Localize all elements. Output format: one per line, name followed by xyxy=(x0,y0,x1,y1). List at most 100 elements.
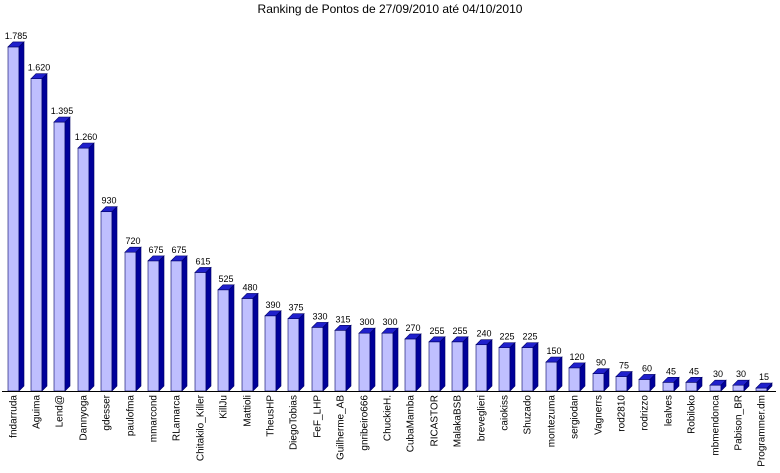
bar-side xyxy=(603,367,610,392)
category-label: DiegoTobias xyxy=(289,395,300,450)
category-label: caiokiss xyxy=(500,395,511,431)
data-label: 75 xyxy=(619,361,629,371)
bar-side xyxy=(509,341,516,392)
bar-side xyxy=(275,310,282,392)
data-label: 30 xyxy=(736,369,746,379)
bar-front xyxy=(685,382,698,392)
category-label: Programmer.dm xyxy=(757,395,768,467)
bar-side xyxy=(252,292,259,392)
category-label: CubaMamba xyxy=(406,395,417,453)
bar-4: 1.260 Dannyoga xyxy=(75,132,98,440)
bar-front xyxy=(498,347,511,392)
bar-side xyxy=(18,41,25,392)
bar-side xyxy=(766,382,773,392)
data-label: 315 xyxy=(335,314,350,324)
bar-32: 30 Pabison_BR xyxy=(732,369,750,451)
data-label: 1.395 xyxy=(51,106,74,116)
category-label: mmarcond xyxy=(149,395,160,442)
bar-side xyxy=(205,266,212,392)
bar-front xyxy=(358,332,371,392)
bar-22: 225 caiokiss xyxy=(498,332,516,431)
data-label: 90 xyxy=(596,358,606,368)
bar-side xyxy=(626,370,633,392)
bar-15: 315 Guilherme_AB xyxy=(334,314,352,460)
bar-front xyxy=(264,315,277,392)
bar-6: 720 paulofma xyxy=(124,236,142,437)
bar-8: 675 RLamarca xyxy=(170,245,188,442)
data-label: 255 xyxy=(452,326,467,336)
category-label: sergiodan xyxy=(570,395,581,439)
bar-side xyxy=(743,379,750,392)
data-label: 300 xyxy=(359,317,374,327)
data-label: 480 xyxy=(242,282,257,292)
bar-front xyxy=(100,211,113,392)
category-label: Shuzado xyxy=(523,395,534,435)
bar-front xyxy=(194,272,207,392)
data-label: 525 xyxy=(218,274,233,284)
category-label: RLamarca xyxy=(172,395,183,442)
data-label: 255 xyxy=(429,326,444,336)
bar-side xyxy=(135,246,142,392)
bar-10: 525 KillJu xyxy=(217,274,235,419)
bar-side xyxy=(228,284,235,392)
data-label: 930 xyxy=(101,196,116,206)
data-label: 150 xyxy=(546,346,561,356)
data-label: 15 xyxy=(759,372,769,382)
bar-19: 255 RICASTOR xyxy=(428,326,446,447)
bar-side xyxy=(415,333,422,392)
bar-side xyxy=(64,116,71,392)
data-label: 675 xyxy=(148,245,163,255)
bar-5: 930 gdesser xyxy=(100,196,118,431)
bar-front xyxy=(451,341,464,392)
category-label: TheusHP xyxy=(266,395,277,437)
data-label: 300 xyxy=(382,317,397,327)
category-label: RICASTOR xyxy=(430,395,441,447)
bar-21: 240 breveglieri xyxy=(475,329,493,441)
bar-front xyxy=(568,367,581,392)
bar-side xyxy=(181,255,188,392)
bar-side xyxy=(298,312,305,392)
category-label: fndarruda xyxy=(9,395,20,438)
bar-front xyxy=(241,298,254,392)
bar-13: 375 DiegoTobias xyxy=(287,303,305,450)
bar-front xyxy=(53,121,66,392)
category-label: mbmendonca xyxy=(711,395,722,456)
bar-front xyxy=(7,46,20,392)
category-label: rod2810 xyxy=(617,395,628,432)
bar-front xyxy=(170,260,183,392)
bar-front xyxy=(615,376,628,392)
bar-front xyxy=(732,384,745,392)
data-label: 615 xyxy=(195,256,210,266)
bar-front xyxy=(30,78,43,392)
category-label: Pabison_BR xyxy=(734,395,745,451)
category-label: montezuma xyxy=(547,395,558,448)
bar-23: 225 Shuzado xyxy=(521,332,539,435)
bar-front xyxy=(311,327,324,392)
data-label: 375 xyxy=(288,303,303,313)
bar-27: 75 rod2810 xyxy=(615,361,633,432)
bar-20: 255 MalakaBSB xyxy=(451,326,469,447)
data-label: 225 xyxy=(499,332,514,342)
bar-side xyxy=(111,205,118,392)
category-label: gnribeiro666 xyxy=(360,395,371,451)
bar-front xyxy=(381,332,394,392)
bar-side xyxy=(88,142,95,392)
data-label: 1.260 xyxy=(75,132,98,142)
bar-side xyxy=(462,336,469,392)
data-label: 330 xyxy=(312,311,327,321)
bar-front xyxy=(147,260,160,392)
bar-side xyxy=(696,376,703,392)
data-label: 60 xyxy=(642,363,652,373)
category-label: Vagnerrs xyxy=(594,395,605,435)
bar-33: 15 Programmer.dm xyxy=(755,372,773,467)
bar-side xyxy=(345,324,352,392)
bar-24: 150 montezuma xyxy=(545,346,563,448)
bar-side xyxy=(579,362,586,392)
data-label: 30 xyxy=(713,369,723,379)
bar-front xyxy=(287,318,300,392)
category-label: KillJu xyxy=(219,395,230,419)
data-label: 45 xyxy=(666,366,676,376)
bar-front xyxy=(428,341,441,392)
category-label: paulofma xyxy=(126,395,137,437)
